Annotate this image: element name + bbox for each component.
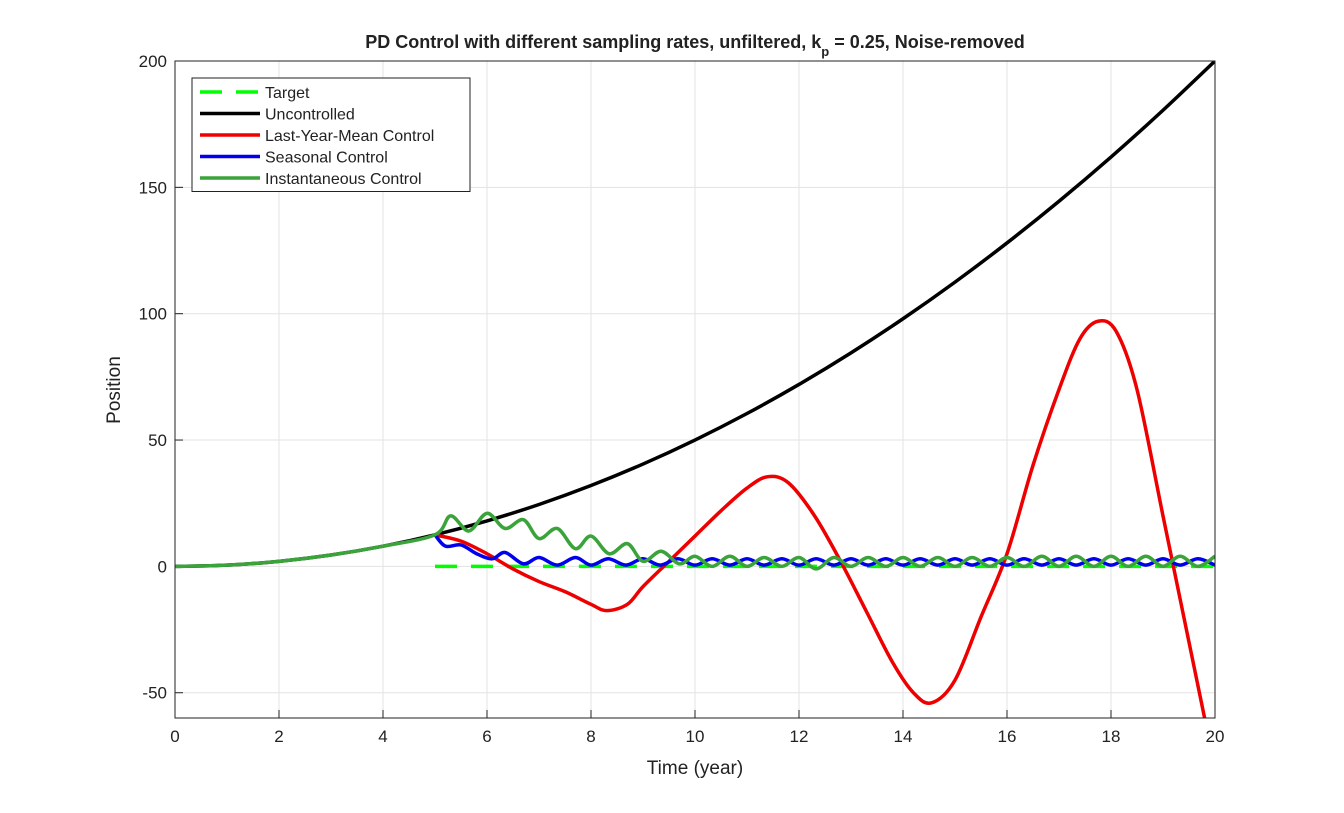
x-tick-label: 10: [686, 727, 705, 746]
legend-label: Uncontrolled: [265, 107, 355, 124]
y-tick-label: 50: [148, 431, 167, 450]
axes-box: [174, 60, 1216, 719]
legend-label: Seasonal Control: [265, 150, 388, 167]
legend-label: Last-Year-Mean Control: [265, 128, 434, 145]
x-tick-label: 2: [274, 727, 283, 746]
x-tick-label: 14: [894, 727, 913, 746]
legend-label: Target: [265, 85, 310, 102]
x-tick-label: 8: [586, 727, 595, 746]
x-tick-label: 4: [378, 727, 387, 746]
x-tick-label: 12: [790, 727, 809, 746]
legend-label: Instantaneous Control: [265, 171, 422, 188]
chart-title: PD Control with different sampling rates…: [365, 32, 1025, 59]
y-tick-label: 200: [139, 52, 167, 71]
title-part: PD Control with different sampling rates…: [365, 32, 822, 52]
title-part: = 0.25, Noise-removed: [829, 32, 1025, 52]
plot-lines: [175, 61, 1215, 718]
series-line: [434, 318, 1207, 718]
series-line: [433, 533, 1215, 567]
x-tick-label: 18: [1102, 727, 1121, 746]
title-subscript: p: [821, 44, 829, 59]
y-tick-label: 0: [158, 557, 167, 576]
x-tick-label: 0: [170, 727, 179, 746]
y-axis-label: Position: [104, 356, 125, 424]
y-tick-label: 100: [139, 305, 167, 324]
y-tick-label: 150: [139, 178, 167, 197]
x-tick-label: 6: [482, 727, 491, 746]
x-axis-label: Time (year): [647, 758, 743, 779]
y-tick-label: -50: [142, 684, 167, 703]
x-tick-label: 20: [1206, 727, 1225, 746]
x-tick-label: 16: [998, 727, 1017, 746]
series-line: [175, 511, 1215, 571]
